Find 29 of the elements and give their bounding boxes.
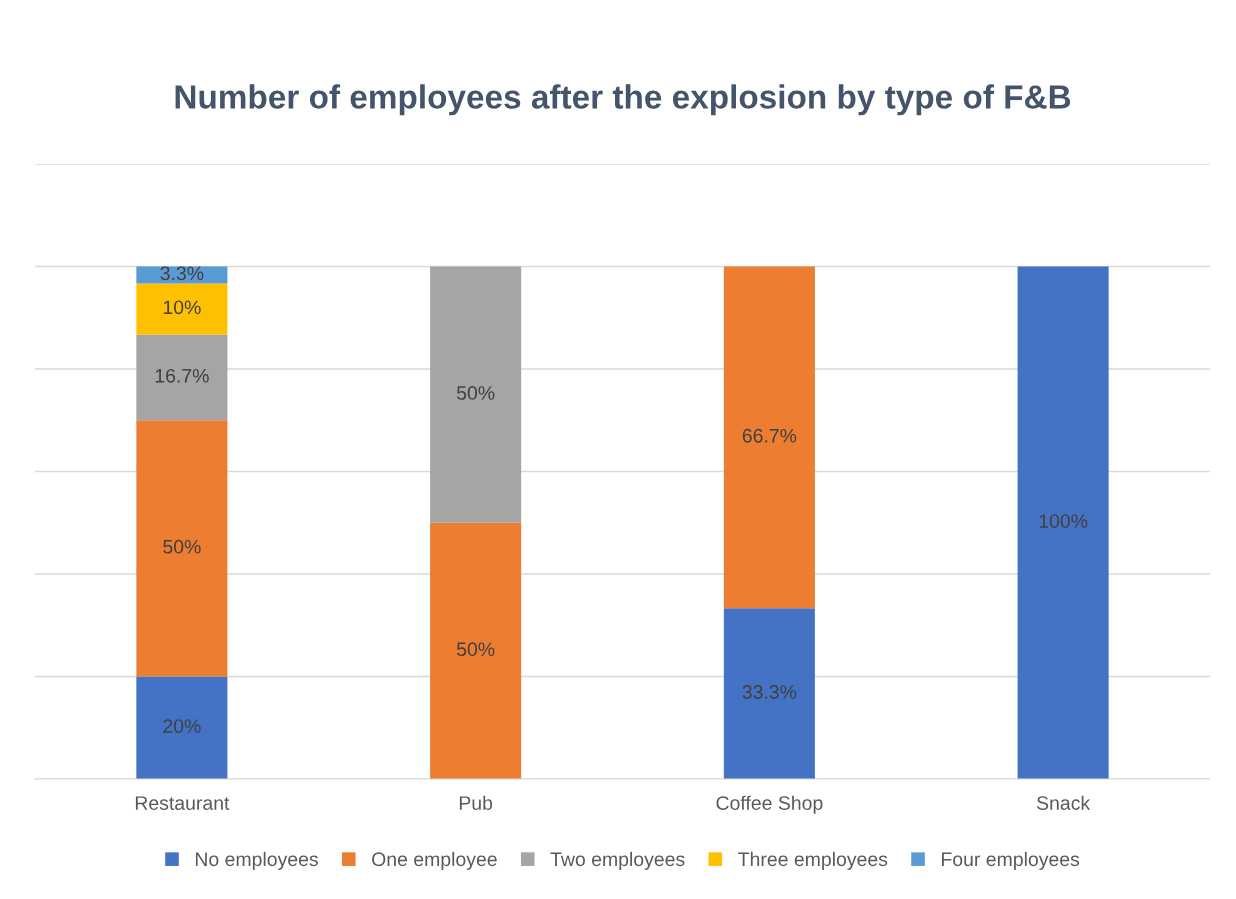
bar [723, 608, 815, 779]
data-label: 100% [1039, 514, 1088, 528]
legend-label: One employee [372, 851, 497, 870]
bar [136, 420, 228, 677]
data-label: 50% [456, 386, 495, 400]
legend-label: Four employees [942, 851, 1080, 870]
bar [136, 676, 228, 779]
bar [723, 266, 815, 609]
x-tick-label: Snack [1036, 795, 1091, 810]
bar [430, 266, 522, 523]
data-label: 20% [163, 719, 201, 733]
data-label: 33.3% [742, 685, 797, 699]
bar [136, 283, 228, 335]
bar [136, 334, 228, 421]
x-tick-label: Coffee Shop [716, 795, 823, 814]
data-label: 50% [163, 539, 201, 554]
data-label: 16.7% [155, 368, 209, 383]
x-tick-label: Restaurant [135, 796, 230, 810]
data-label: 10% [163, 300, 201, 315]
legend-label: Two employees [550, 851, 685, 870]
legend-label: No employees [195, 851, 318, 870]
chart-title: Number of employees after the explosion by type of F&B [175, 84, 1071, 116]
data-label: 50% [456, 642, 495, 657]
data-label: 3.3% [160, 266, 204, 281]
legend-label: Three employees [738, 851, 888, 870]
data-label: 66.7% [742, 428, 797, 443]
x-tick-label: Pub [459, 795, 493, 810]
bar [430, 522, 522, 779]
bar [1017, 266, 1109, 779]
